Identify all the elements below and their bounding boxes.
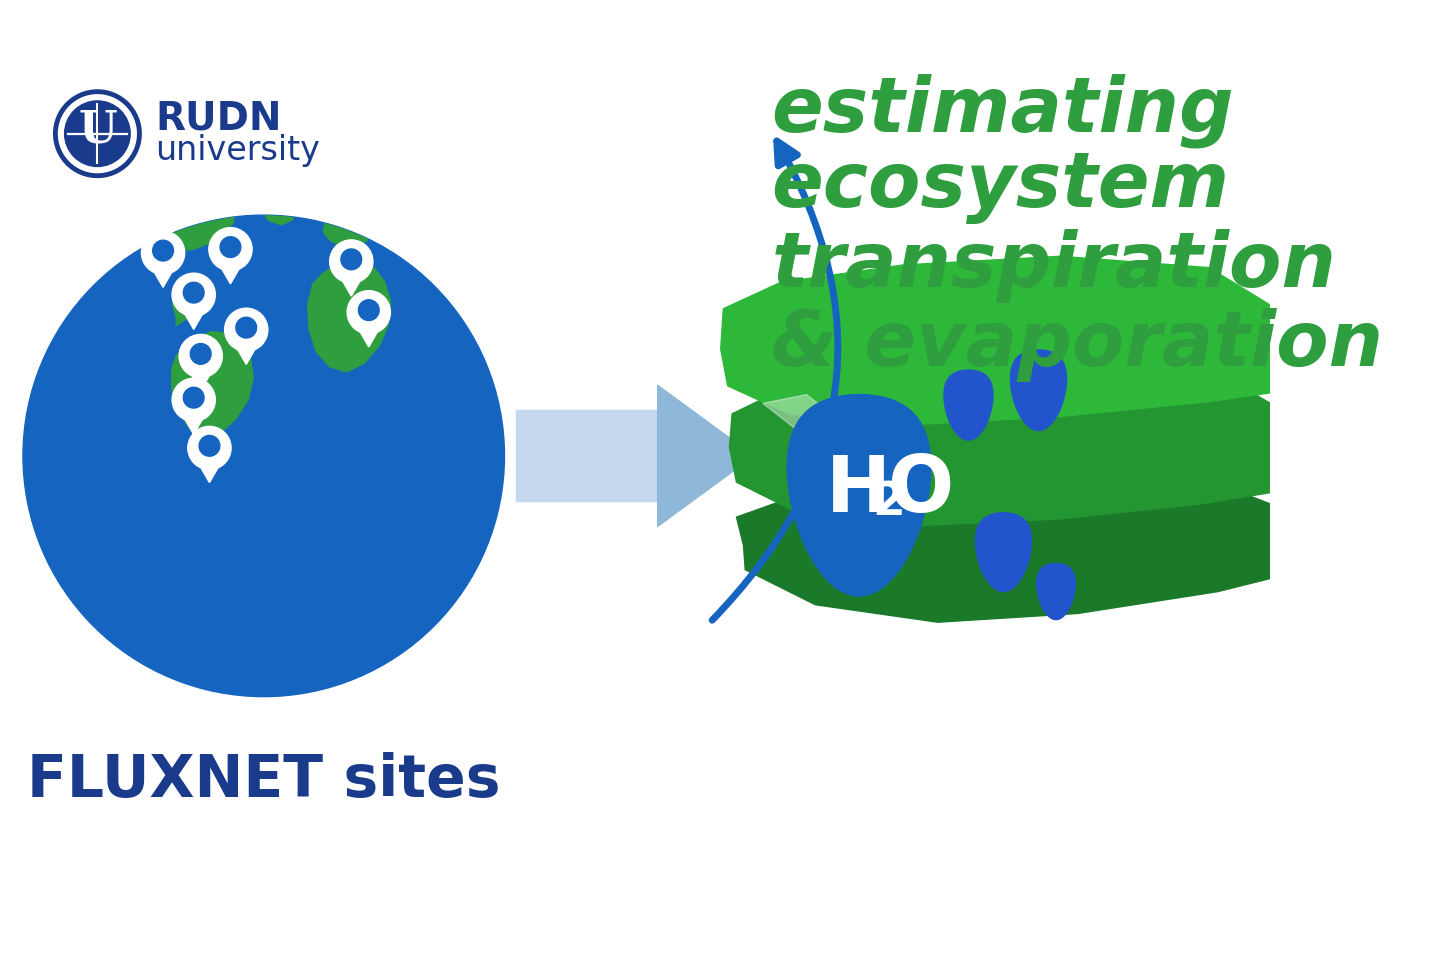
Polygon shape (788, 395, 930, 597)
Text: & evaporation: & evaporation (772, 308, 1384, 381)
Circle shape (190, 344, 212, 365)
Polygon shape (147, 260, 179, 288)
Polygon shape (184, 363, 217, 392)
Circle shape (171, 274, 216, 317)
Polygon shape (763, 395, 886, 465)
Text: U: U (78, 109, 117, 152)
Polygon shape (230, 337, 262, 365)
Circle shape (209, 229, 252, 272)
Polygon shape (1037, 564, 1076, 619)
Polygon shape (730, 355, 1270, 526)
Circle shape (347, 292, 390, 335)
Circle shape (236, 318, 256, 338)
Circle shape (225, 309, 268, 352)
Text: transpiration: transpiration (772, 229, 1336, 303)
Circle shape (179, 335, 222, 378)
Polygon shape (308, 262, 390, 373)
Text: O: O (887, 452, 953, 528)
Circle shape (171, 378, 216, 422)
Polygon shape (264, 194, 297, 226)
Circle shape (183, 283, 204, 304)
Circle shape (330, 241, 373, 284)
Polygon shape (177, 407, 210, 435)
Polygon shape (658, 386, 755, 527)
Text: university: university (156, 133, 320, 167)
Circle shape (65, 102, 130, 168)
Circle shape (153, 241, 173, 262)
Polygon shape (736, 465, 1270, 622)
Text: estimating: estimating (772, 73, 1234, 148)
Circle shape (199, 436, 220, 456)
Polygon shape (945, 371, 994, 440)
Polygon shape (171, 333, 253, 437)
FancyArrowPatch shape (713, 142, 838, 620)
Polygon shape (1011, 351, 1067, 431)
Text: 2: 2 (873, 479, 906, 524)
Circle shape (341, 250, 361, 271)
Polygon shape (720, 257, 1270, 426)
Circle shape (183, 388, 204, 409)
Circle shape (187, 427, 230, 470)
Polygon shape (336, 269, 367, 296)
Polygon shape (137, 182, 236, 252)
Circle shape (220, 237, 240, 258)
Circle shape (141, 232, 184, 275)
Polygon shape (177, 302, 210, 330)
Polygon shape (193, 455, 226, 483)
Polygon shape (173, 278, 213, 326)
Polygon shape (975, 514, 1031, 592)
Circle shape (359, 300, 379, 321)
Polygon shape (104, 177, 168, 248)
Polygon shape (353, 319, 384, 348)
Text: H: H (825, 452, 891, 528)
Polygon shape (215, 256, 246, 285)
Polygon shape (370, 215, 461, 262)
Text: ecosystem: ecosystem (772, 150, 1230, 224)
Text: FLUXNET sites: FLUXNET sites (27, 752, 501, 808)
Polygon shape (516, 411, 658, 502)
Polygon shape (323, 216, 369, 248)
Text: RUDN: RUDN (156, 100, 282, 138)
Circle shape (23, 216, 504, 697)
